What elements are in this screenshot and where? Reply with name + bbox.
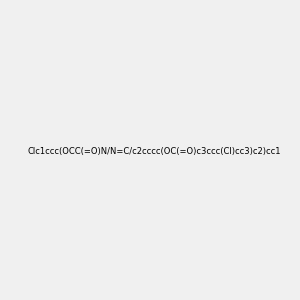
Text: Clc1ccc(OCC(=O)N/N=C/c2cccc(OC(=O)c3ccc(Cl)cc3)c2)cc1: Clc1ccc(OCC(=O)N/N=C/c2cccc(OC(=O)c3ccc(… [27,147,280,156]
